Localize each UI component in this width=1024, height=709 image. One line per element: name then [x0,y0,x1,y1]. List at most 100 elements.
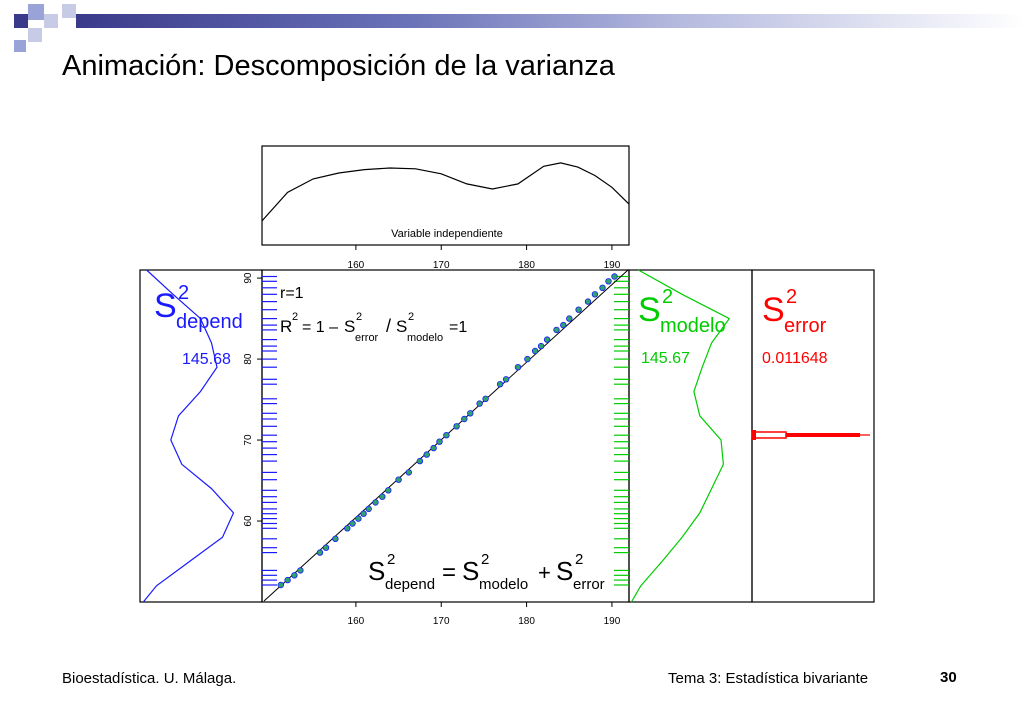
scatter-point [316,549,324,556]
scatter-point [531,347,539,355]
scatter-point [575,306,582,313]
scatter-point [467,410,474,417]
scatter-point [349,520,356,527]
scatter-point [611,273,618,280]
scatter-point [322,544,330,551]
scatter-point [461,415,468,423]
scatter-point [436,438,443,445]
svg-text:=: = [442,559,456,586]
corner-square-2 [28,4,44,20]
top-tick-label: 180 [518,260,535,271]
scatter-point [423,451,430,458]
scatter-point [543,336,551,343]
modelo-label-s: S [638,291,661,329]
scatter-point [566,315,573,322]
modelo-density-curve [630,269,731,603]
top-density-curve [261,162,630,222]
depend-label-sup: 2 [178,282,189,304]
x-tick-label: 160 [348,616,365,627]
scatter-point [372,499,379,506]
svg-text:R: R [280,317,292,336]
scatter-point [443,432,450,439]
scatter-point [453,423,460,430]
corner-square-5 [62,4,76,18]
depend-density-curve [142,269,235,603]
error-label-sub: error [784,315,827,337]
slide-title: Animación: Descomposición de la varianza [62,50,615,82]
header-gradient-bar [76,14,1024,28]
r-annotation: r=1 [280,285,304,302]
scatter-point [360,510,367,517]
depend-value: 145.68 [182,351,231,368]
x-tick-label: 180 [518,616,535,627]
svg-text:2: 2 [387,551,395,568]
svg-text:S: S [344,317,355,336]
depend-label-s: S [154,287,177,325]
top-panel-xlabel: Variable independiente [391,228,503,240]
y-tick-label: 80 [243,353,254,365]
depend-label-sub: depend [176,311,243,333]
svg-text:+: + [538,560,551,585]
scatter-point [291,572,298,579]
svg-text:2: 2 [575,551,583,568]
y-tick-label: 70 [243,434,254,446]
scatter-point [405,469,412,476]
scatter-point [395,476,402,483]
variance-equation: S 2 depend = S 2 modelo + S 2 error [368,551,605,593]
error-label-s: S [762,291,785,329]
scatter-point [344,525,351,532]
top-panel-frame [261,145,630,246]
scatter-point [297,567,304,574]
svg-text:modelo: modelo [479,576,528,593]
scatter-point [514,364,522,371]
scatter-point [332,535,339,542]
scatter-point [365,505,372,513]
modelo-label-sup: 2 [662,286,673,308]
modelo-value: 145.67 [641,350,690,367]
svg-text:S: S [368,556,385,586]
scatter-point [591,291,599,298]
page-number: 30 [940,669,957,686]
svg-text:2: 2 [356,311,362,323]
y-tick-label: 90 [243,272,254,284]
scatter-point [385,487,392,494]
svg-text:2: 2 [292,311,298,323]
corner-square-4 [28,28,42,42]
corner-square-3 [44,14,58,28]
svg-text:S: S [396,317,407,336]
svg-text:/: / [386,316,391,336]
top-tick-label: 160 [348,260,365,271]
scatter-point [482,395,489,402]
y-tick-label: 60 [243,515,254,527]
svg-text:= 1 –: = 1 – [302,319,338,336]
footer-institution: Bioestadística. U. Málaga. [62,670,237,687]
scatter-point [416,457,424,465]
scatter-point [524,355,531,363]
svg-text:S: S [556,556,573,586]
scatter-point [476,400,483,407]
corner-square-1 [14,14,28,28]
r2-formula: R 2 = 1 – S 2 error / S 2 modelo =1 [280,311,467,344]
scatter-point [277,581,284,589]
error-label-sup: 2 [786,286,797,308]
depend-rug [262,275,277,586]
scatter-point [496,381,504,388]
scatter-point [430,444,437,452]
scatter-point [502,376,510,383]
svg-text:2: 2 [408,311,414,323]
scatter-point [553,326,560,334]
modelo-rug [614,275,629,586]
footer-topic: Tema 3: Estadística bivariante [668,670,869,687]
svg-text:2: 2 [481,551,489,568]
svg-text:error: error [355,332,379,344]
svg-text:error: error [573,576,605,593]
svg-text:modelo: modelo [407,332,443,344]
scatter-point [584,298,592,305]
modelo-label-sub: modelo [660,315,726,337]
scatter-point [605,278,612,285]
svg-text:S: S [462,556,479,586]
scatter-point [537,342,545,350]
scatter-point [560,321,567,329]
top-tick-label: 190 [604,260,621,271]
